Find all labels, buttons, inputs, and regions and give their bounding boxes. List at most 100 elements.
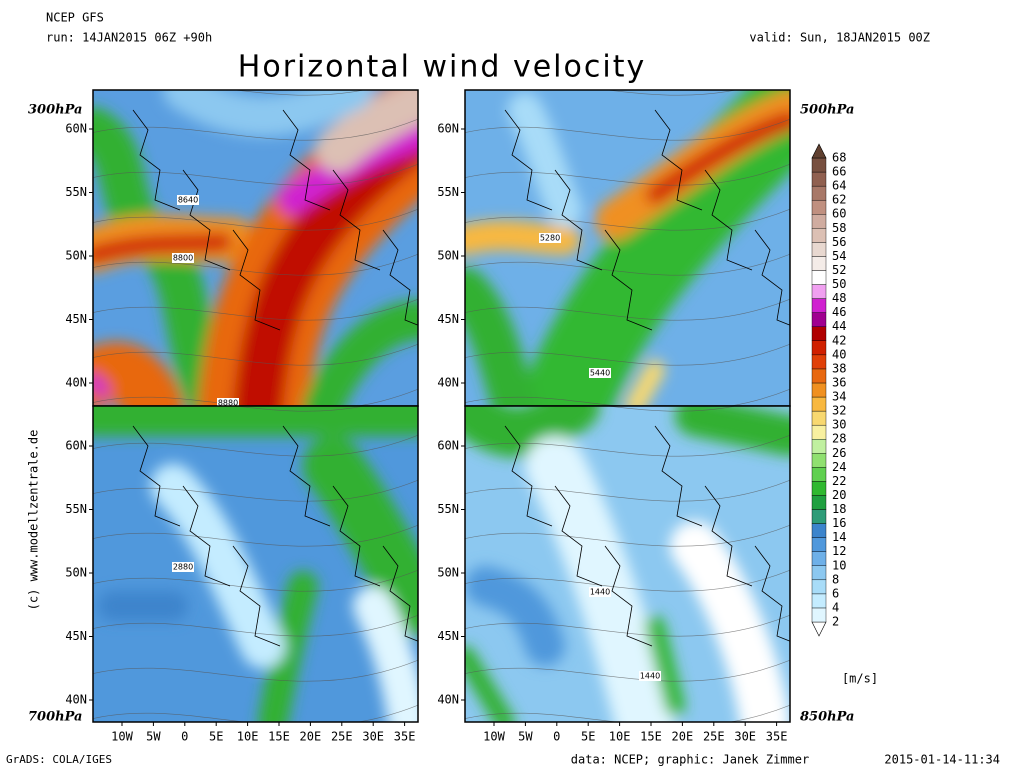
contour [465,298,790,321]
contour-label-box [589,368,611,378]
lon-label: 10E [609,730,631,744]
contour-label: 8800 [173,254,193,263]
lat-label: 50N [65,249,87,263]
colorbar-label: 28 [832,432,846,446]
colorbar-box [811,242,827,257]
colorbar-label: 46 [832,305,846,319]
title: Horizontal wind velocity [238,50,646,85]
panel-frame [464,405,791,723]
colorbar-box [811,453,827,468]
contour [93,163,418,186]
colorbar-label: 38 [832,361,846,375]
contour [465,343,790,366]
contour [93,704,418,722]
colorbar-label: 8 [832,572,839,586]
coastline [182,485,231,587]
contour [465,659,790,682]
colorbar-box [811,171,827,187]
contour [93,479,418,502]
coastline [654,109,703,211]
panel-frame [92,405,419,723]
contour [465,614,790,637]
lon-label: 0 [181,730,188,744]
lon-label: 5E [209,730,223,744]
contour [93,343,418,366]
lat-label: 40N [437,693,459,707]
colorbar-box [811,565,827,581]
coastline [232,229,281,331]
contour-label: 8880 [218,399,238,408]
wind-band [233,110,418,406]
coastline [382,545,418,642]
coastline [132,109,181,211]
colorbar-label: 52 [832,263,846,277]
lon-label: 10W [483,730,505,744]
contour [465,524,790,547]
wind-band [150,463,286,669]
contour [465,208,790,231]
model: NCEP GFS [46,11,104,25]
colorbar-label: 32 [832,404,846,418]
lat-label: 45N [437,312,459,326]
colorbar-label: 56 [832,235,846,249]
colorbar-box [811,495,827,510]
contour-label-box [172,562,194,572]
coastline [704,169,753,271]
colorbar-label: 48 [832,291,846,305]
coastline [232,545,281,647]
colorbar-box [811,523,827,538]
wind-band [525,436,675,722]
coastline [754,229,790,326]
lat-label: 55N [437,185,459,199]
lat-label: 45N [437,629,459,643]
lon-label: 15E [640,730,662,744]
coastline [332,485,381,587]
lon-label: 25E [331,730,353,744]
coastline [754,545,790,642]
wind-band [675,406,790,456]
coastline [554,169,603,271]
colorbar-label: 34 [832,390,846,404]
colorbar-label: 54 [832,249,846,263]
colorbar-label: 58 [832,221,846,235]
contour-label-box [589,587,611,597]
coastline [504,425,553,527]
map-field [465,90,790,406]
colorbar-box [811,607,827,623]
contour [465,704,790,722]
contour [465,434,790,457]
coastline [282,109,331,211]
lon-label: 0 [553,730,560,744]
wind-band [315,90,418,173]
lat-label: 50N [65,566,87,580]
lon-label: 20E [300,730,322,744]
contour [465,118,790,141]
lat-label: 55N [65,502,87,516]
valid: valid: Sun, 18JAN2015 00Z [749,31,930,45]
colorbar-label: 40 [832,347,846,361]
wind-field [93,90,418,406]
contour-label-box [177,195,199,205]
wind-band [163,90,373,137]
contour [93,253,418,276]
contour-label: 8640 [178,196,198,205]
colorbar-box [811,467,827,482]
colorbar-box [811,537,827,552]
coastline [182,169,231,271]
lon-label: 5W [146,730,161,744]
contour [93,118,418,141]
level-label: 850hPa [800,710,854,725]
colorbar-box [811,368,827,384]
contour [93,434,418,457]
contour [93,208,418,231]
colorbar-box [811,228,827,243]
contour-label: 2880 [173,563,193,572]
colorbar-box [811,410,827,426]
colorbar-label: 22 [832,474,846,488]
coastline [382,229,418,326]
coastline [282,425,331,527]
wind-band [645,616,685,716]
lat-label: 55N [65,185,87,199]
wind-band [465,566,565,666]
